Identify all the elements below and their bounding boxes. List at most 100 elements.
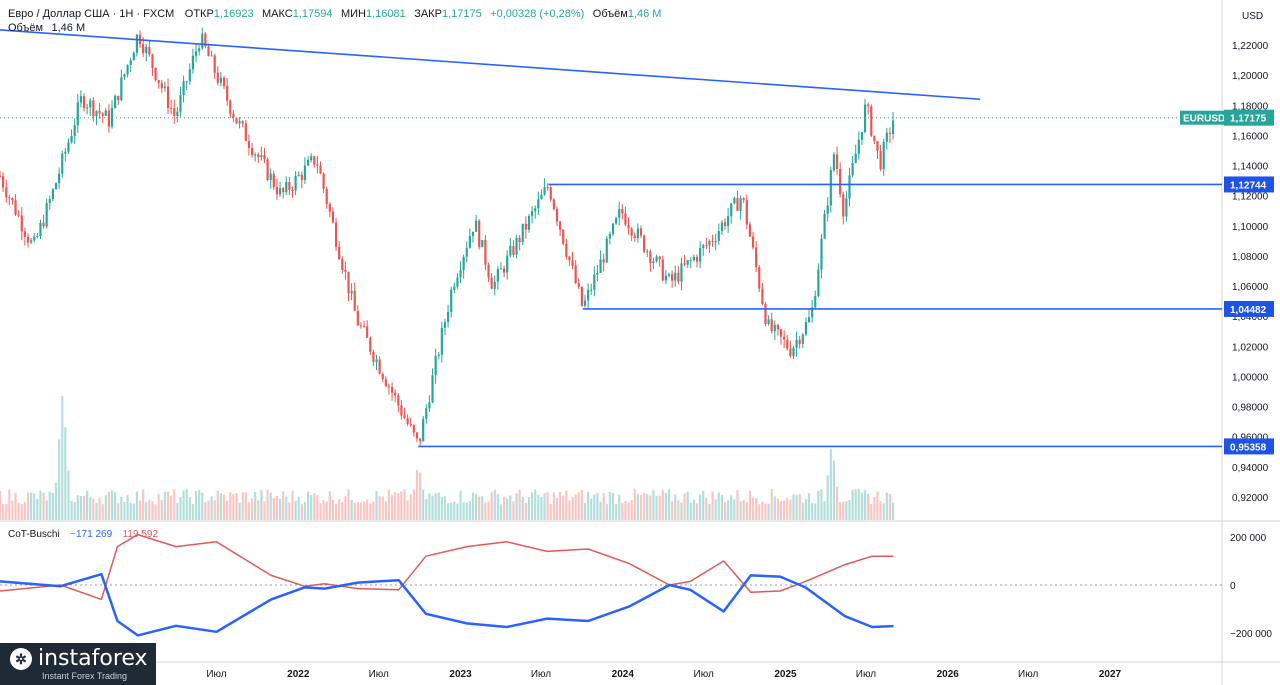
volume-bar bbox=[667, 489, 671, 520]
instaforex-logo[interactable]: ✲ instaforex Instant Forex Trading bbox=[0, 643, 156, 685]
volume-bar bbox=[487, 501, 490, 520]
candle-body bbox=[801, 334, 804, 344]
volume-bar bbox=[166, 491, 170, 520]
volume-bar bbox=[615, 503, 618, 520]
close-value: 1,17175 bbox=[442, 8, 482, 20]
volume-bar bbox=[316, 495, 319, 520]
price-badge-value: 1,04482 bbox=[1230, 305, 1267, 316]
candle-body bbox=[540, 194, 543, 200]
candle-body bbox=[817, 269, 820, 297]
candle-body bbox=[490, 277, 493, 289]
candle-body bbox=[157, 80, 160, 84]
volume-bar bbox=[92, 498, 95, 520]
candle-body bbox=[811, 307, 814, 318]
candle-body bbox=[705, 245, 708, 247]
volume-bar bbox=[443, 496, 447, 520]
volume-bar bbox=[593, 494, 596, 520]
candle-body bbox=[462, 256, 465, 271]
candle-body bbox=[378, 359, 381, 374]
candle-body bbox=[353, 290, 356, 311]
volume-bar bbox=[736, 490, 739, 520]
volume-bar bbox=[54, 482, 58, 520]
candle-body bbox=[219, 77, 223, 83]
cot-axis-label: 0 bbox=[1230, 581, 1236, 592]
volume-bar bbox=[291, 490, 294, 520]
candle-body bbox=[860, 131, 864, 140]
candle-body bbox=[599, 259, 602, 273]
candle-body bbox=[23, 231, 26, 237]
candle-body bbox=[58, 173, 61, 184]
candle-body bbox=[244, 123, 247, 142]
candle-body bbox=[680, 263, 683, 282]
candle-body bbox=[521, 223, 524, 243]
candle-body bbox=[842, 194, 845, 217]
volume-bar bbox=[621, 502, 624, 520]
candle-body bbox=[176, 111, 179, 117]
candle-body bbox=[316, 164, 319, 167]
candle-body bbox=[658, 256, 661, 260]
volume-bar bbox=[344, 496, 347, 520]
candle-body bbox=[145, 46, 148, 54]
candle-body bbox=[387, 386, 391, 388]
volume-bar bbox=[2, 503, 5, 520]
price-tick-label: 1,22000 bbox=[1232, 41, 1269, 52]
volume-bar bbox=[70, 500, 73, 520]
volume-bar bbox=[565, 490, 568, 520]
cot-red-value: 119 592 bbox=[123, 529, 159, 540]
price-axis[interactable]: 1,22000 1,20000 1,18000 1,16000 1,14000 1,120… bbox=[1232, 41, 1269, 504]
volume-bar bbox=[571, 497, 574, 520]
volume-bar bbox=[117, 503, 120, 520]
candle-body bbox=[418, 438, 422, 442]
volume-bar bbox=[207, 500, 210, 520]
candle-body bbox=[210, 55, 213, 57]
volume-bars bbox=[0, 396, 895, 520]
candle-body bbox=[789, 348, 792, 357]
volume-bar bbox=[350, 499, 353, 520]
candle-body bbox=[148, 46, 151, 55]
candle-body bbox=[512, 246, 515, 255]
volume-bar bbox=[683, 493, 686, 520]
currency-label: USD bbox=[1242, 11, 1263, 22]
candle-body bbox=[711, 241, 714, 243]
price-tick-label: 1,08000 bbox=[1232, 252, 1269, 263]
cot-blue-line bbox=[0, 572, 894, 637]
cot-buschi-indicator bbox=[0, 533, 1222, 637]
volume-bar bbox=[540, 496, 543, 520]
volume-bar bbox=[767, 503, 770, 520]
volume-bar bbox=[605, 504, 608, 520]
candle-body bbox=[496, 269, 499, 282]
candle-body bbox=[487, 264, 490, 278]
candle-body bbox=[742, 198, 745, 201]
volume-bar bbox=[705, 497, 708, 520]
time-tick-label: 2026 bbox=[937, 669, 960, 680]
candle-body bbox=[79, 96, 82, 103]
price-pane[interactable] bbox=[0, 0, 1222, 520]
candle-body bbox=[583, 300, 587, 306]
volume-bar bbox=[425, 499, 428, 520]
volume-bar bbox=[210, 496, 213, 520]
volume-bar bbox=[138, 500, 142, 520]
volume-bar bbox=[580, 490, 583, 520]
candle-body bbox=[344, 269, 347, 272]
volume-bar bbox=[353, 502, 356, 520]
volume-bar bbox=[14, 492, 17, 520]
volume-bar bbox=[478, 496, 481, 520]
volume-bar bbox=[618, 494, 621, 520]
volume-bar bbox=[695, 503, 699, 520]
time-axis[interactable]: Июл2021Июл2022Июл2023Июл2024Июл2025Июл20… bbox=[44, 669, 1121, 680]
volume-bar bbox=[148, 499, 151, 520]
volume-bar bbox=[646, 494, 649, 520]
volume-bar bbox=[11, 500, 14, 520]
volume-bar bbox=[456, 503, 459, 520]
support-resistance-levels bbox=[0, 29, 1222, 448]
volume-bar bbox=[400, 491, 403, 520]
candle-body bbox=[873, 135, 876, 142]
candle-body bbox=[699, 248, 702, 262]
volume-bar bbox=[247, 502, 251, 520]
trendline bbox=[0, 29, 981, 101]
candle-body bbox=[67, 142, 70, 152]
cot-pane[interactable] bbox=[0, 522, 1222, 662]
candle-body bbox=[82, 96, 86, 109]
volume-bar bbox=[170, 495, 173, 520]
